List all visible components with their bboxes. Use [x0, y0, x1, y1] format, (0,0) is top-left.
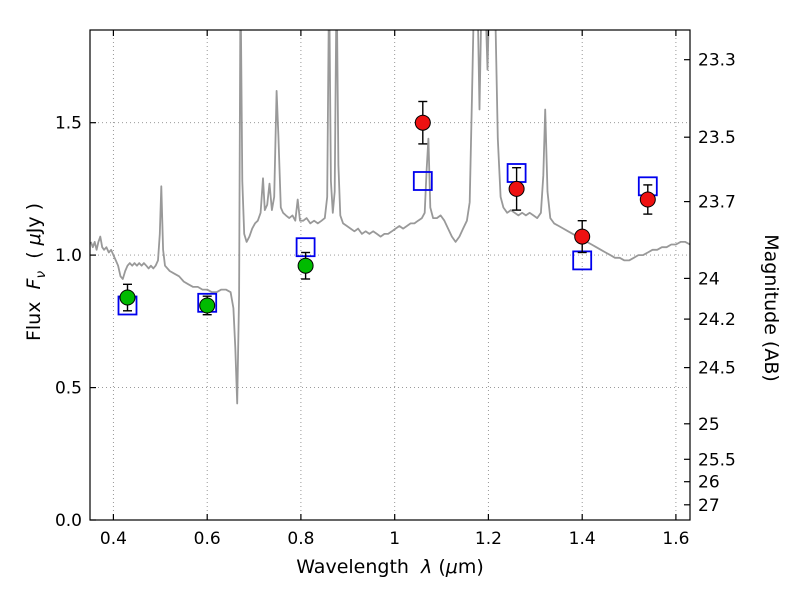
- spectrum-line: [90, 30, 690, 405]
- y-tick-label-left: 0.5: [55, 379, 82, 399]
- y-tick-label-left: 0.0: [55, 511, 82, 531]
- magnitude-label-text: Magnitude (AB): [760, 234, 782, 382]
- x-tick-label: 1.4: [569, 529, 596, 549]
- flux-label-unit: Jy ): [23, 202, 46, 234]
- flux-label-text: Flux: [23, 289, 46, 342]
- observed-infrared-marker: [414, 114, 431, 131]
- observed-optical-marker: [297, 257, 314, 274]
- nu-subscript: ν: [32, 270, 49, 279]
- y-tick-label-right: 25: [698, 415, 720, 435]
- x-tick-label: 0.8: [287, 529, 314, 549]
- x-tick-label: 0.4: [100, 529, 127, 549]
- flux-symbol: F: [23, 278, 46, 290]
- observed-infrared-marker: [508, 180, 525, 197]
- y-tick-label-right: 27: [698, 496, 720, 516]
- y-axis-label-left: Flux Fν ( μJy ): [23, 203, 49, 341]
- y-tick-label-right: 23.7: [698, 193, 736, 213]
- observed-infrared-marker: [639, 191, 656, 208]
- y-tick-label-right: 23.3: [698, 51, 736, 71]
- observed-optical-marker: [199, 297, 216, 314]
- x-axis-label-unit: m): [457, 556, 484, 578]
- x-axis-label: Wavelength λ (μm): [90, 556, 690, 578]
- flux-label-paren: (: [23, 245, 46, 271]
- observed-infrared-marker: [574, 228, 591, 245]
- x-tick-label: 1.6: [662, 529, 689, 549]
- x-tick-label: 1: [389, 529, 400, 549]
- x-tick-label: 0.6: [194, 529, 221, 549]
- plot-border: [89, 29, 691, 521]
- mu-symbol: μ: [445, 556, 458, 578]
- y-tick-label-right: 24.5: [698, 359, 736, 379]
- y-tick-label-right: 26: [698, 473, 720, 493]
- y-tick-label-left: 1.5: [55, 114, 82, 134]
- mu-symbol-left: μ: [23, 233, 46, 246]
- model-photometry-marker: [412, 171, 433, 191]
- x-axis-label-text: Wavelength: [296, 556, 422, 578]
- observed-optical-marker: [119, 289, 136, 306]
- y-tick-label-left: 1.0: [55, 246, 82, 266]
- y-tick-label-right: 24: [698, 269, 720, 289]
- x-tick-label: 1.2: [475, 529, 502, 549]
- y-tick-label-right: 23.5: [698, 128, 736, 148]
- lambda-symbol: λ: [421, 556, 433, 578]
- y-tick-label-right: 24.2: [698, 310, 736, 330]
- y-axis-label-right: Magnitude (AB): [760, 234, 782, 382]
- y-tick-label-right: 25.5: [698, 450, 736, 470]
- x-axis-label-paren: (: [432, 556, 446, 578]
